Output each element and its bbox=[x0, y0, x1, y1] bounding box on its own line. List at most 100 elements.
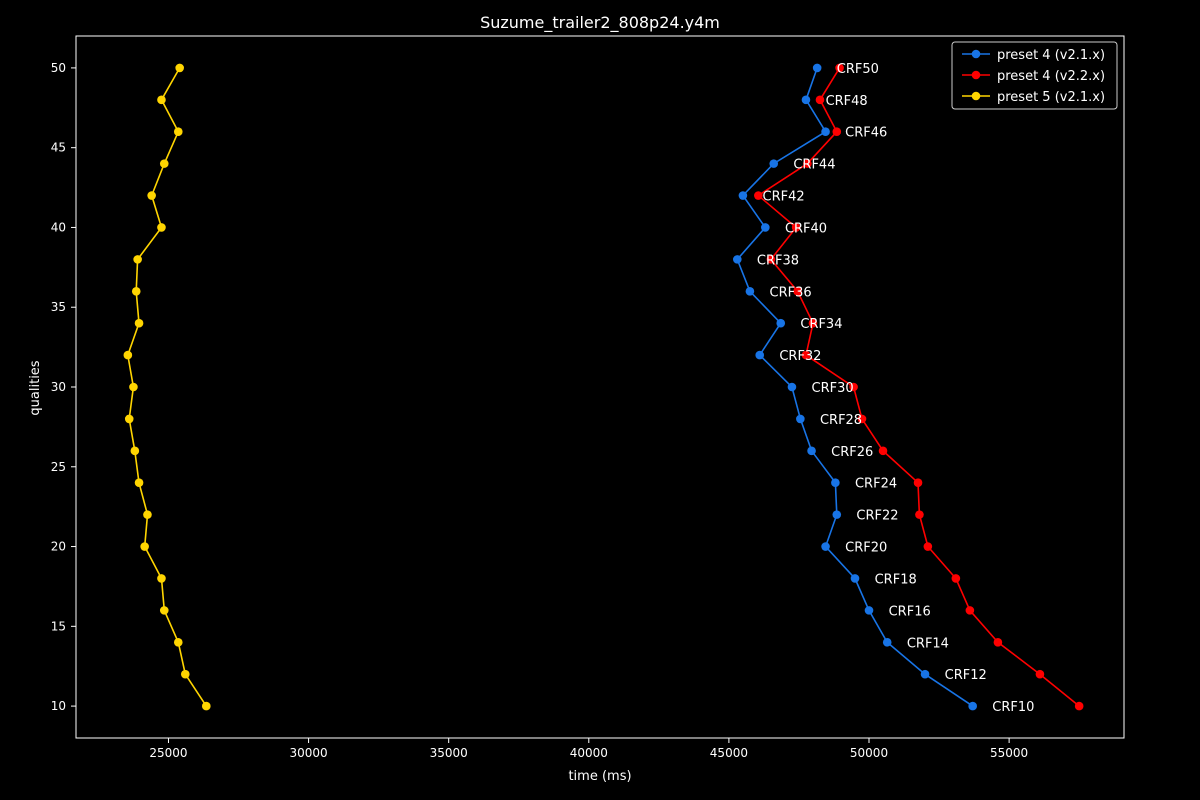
y-tick-label: 45 bbox=[51, 141, 66, 155]
data-point bbox=[157, 223, 166, 232]
crf-label: CRF40 bbox=[785, 221, 827, 236]
data-point bbox=[835, 63, 844, 73]
legend-label: preset 5 (v2.1.x) bbox=[997, 90, 1105, 105]
x-tick-label: 55000 bbox=[990, 746, 1028, 760]
data-point bbox=[157, 95, 166, 105]
y-tick-label: 30 bbox=[51, 380, 66, 394]
data-point bbox=[159, 159, 169, 168]
legend-item: preset 4 (v2.1.x) bbox=[962, 48, 1105, 63]
data-point bbox=[131, 286, 141, 296]
data-point bbox=[796, 414, 805, 424]
data-point bbox=[173, 637, 183, 647]
legend-marker bbox=[971, 70, 981, 80]
data-point bbox=[793, 286, 802, 296]
legend-marker bbox=[971, 91, 981, 101]
data-point bbox=[159, 606, 169, 615]
data-point bbox=[831, 478, 840, 488]
crf-label: CRF26 bbox=[831, 445, 873, 460]
x-tick-label: 30000 bbox=[289, 746, 327, 760]
y-tick-label: 35 bbox=[51, 300, 66, 314]
crf-label: CRF32 bbox=[779, 349, 821, 364]
data-point bbox=[147, 191, 156, 200]
data-point bbox=[965, 606, 975, 615]
crf-label: CRF48 bbox=[826, 94, 868, 109]
y-tick-label: 20 bbox=[51, 540, 66, 554]
data-point bbox=[129, 382, 138, 392]
y-tick-label: 25 bbox=[51, 460, 66, 474]
crf-label: CRF24 bbox=[855, 477, 897, 492]
data-point bbox=[812, 63, 822, 73]
y-axis-label: qualities bbox=[28, 360, 43, 415]
data-point bbox=[175, 63, 184, 73]
crf-label: CRF38 bbox=[757, 253, 799, 268]
data-point bbox=[850, 574, 860, 583]
x-axis-label: time (ms) bbox=[568, 769, 631, 784]
data-point bbox=[913, 478, 923, 488]
data-point bbox=[1074, 701, 1084, 711]
x-tick-label: 45000 bbox=[710, 746, 748, 760]
crf-label: CRF18 bbox=[875, 572, 917, 587]
data-point bbox=[915, 510, 924, 519]
data-point bbox=[130, 446, 140, 456]
x-tick-label: 35000 bbox=[430, 746, 468, 760]
crf-label: CRF30 bbox=[812, 381, 854, 396]
crf-label: CRF28 bbox=[820, 413, 862, 428]
data-point bbox=[832, 510, 842, 519]
data-point bbox=[134, 478, 144, 488]
data-point bbox=[733, 255, 742, 264]
data-point bbox=[791, 223, 801, 232]
x-tick-label: 40000 bbox=[570, 746, 608, 760]
data-point bbox=[124, 414, 134, 424]
data-point bbox=[173, 127, 183, 137]
crf-label: CRF36 bbox=[770, 285, 812, 300]
data-point bbox=[201, 701, 211, 711]
crf-label: CRF34 bbox=[800, 317, 842, 332]
x-axis: 25000 30000 35000 40000 45000 50000 55000 bbox=[149, 738, 1028, 760]
data-point bbox=[143, 510, 152, 519]
data-point bbox=[951, 574, 961, 583]
series-1 bbox=[733, 63, 977, 711]
x-tick-label: 25000 bbox=[149, 746, 187, 760]
data-point bbox=[821, 542, 830, 551]
crf-label: CRF12 bbox=[945, 668, 987, 683]
data-point bbox=[801, 350, 811, 360]
data-point bbox=[923, 542, 933, 551]
y-axis: 10 15 20 25 30 35 40 45 50 bbox=[51, 61, 76, 713]
legend: preset 4 (v2.1.x) preset 4 (v2.2.x) preset… bbox=[951, 41, 1118, 110]
data-point bbox=[745, 286, 755, 296]
data-point bbox=[787, 382, 797, 392]
y-tick-label: 40 bbox=[51, 220, 66, 234]
data-point bbox=[180, 669, 190, 679]
series-2 bbox=[754, 63, 1084, 711]
data-point bbox=[968, 701, 977, 711]
annotations: CRF10 CRF12 CRF14 CRF16 CRF18 CRF20 CRF22 CRF24… bbox=[757, 62, 1035, 715]
legend-marker bbox=[971, 49, 981, 59]
data-point bbox=[754, 191, 763, 200]
data-point bbox=[815, 95, 825, 105]
data-point bbox=[920, 669, 930, 679]
data-point bbox=[769, 159, 779, 168]
data-point bbox=[803, 159, 812, 168]
crf-label: CRF16 bbox=[889, 604, 931, 619]
data-point bbox=[761, 223, 770, 232]
crf-label: CRF20 bbox=[845, 541, 887, 556]
data-point bbox=[133, 255, 142, 264]
data-point bbox=[801, 95, 811, 105]
crf-label: CRF14 bbox=[907, 636, 949, 651]
data-point bbox=[738, 191, 748, 200]
legend-box bbox=[951, 41, 1118, 110]
data-point bbox=[1035, 669, 1045, 679]
y-tick-label: 10 bbox=[51, 699, 66, 713]
chart-title: Suzume_trailer2_808p24.y4m bbox=[480, 13, 720, 33]
data-point bbox=[766, 255, 776, 264]
data-point bbox=[857, 414, 867, 424]
crf-label: CRF42 bbox=[763, 190, 805, 205]
data-point bbox=[123, 350, 133, 360]
crf-label: CRF22 bbox=[856, 509, 898, 524]
legend-label: preset 4 (v2.1.x) bbox=[997, 48, 1105, 63]
data-point bbox=[755, 350, 765, 360]
data-point bbox=[134, 318, 144, 328]
x-tick-label: 50000 bbox=[850, 746, 888, 760]
data-point bbox=[864, 606, 874, 615]
